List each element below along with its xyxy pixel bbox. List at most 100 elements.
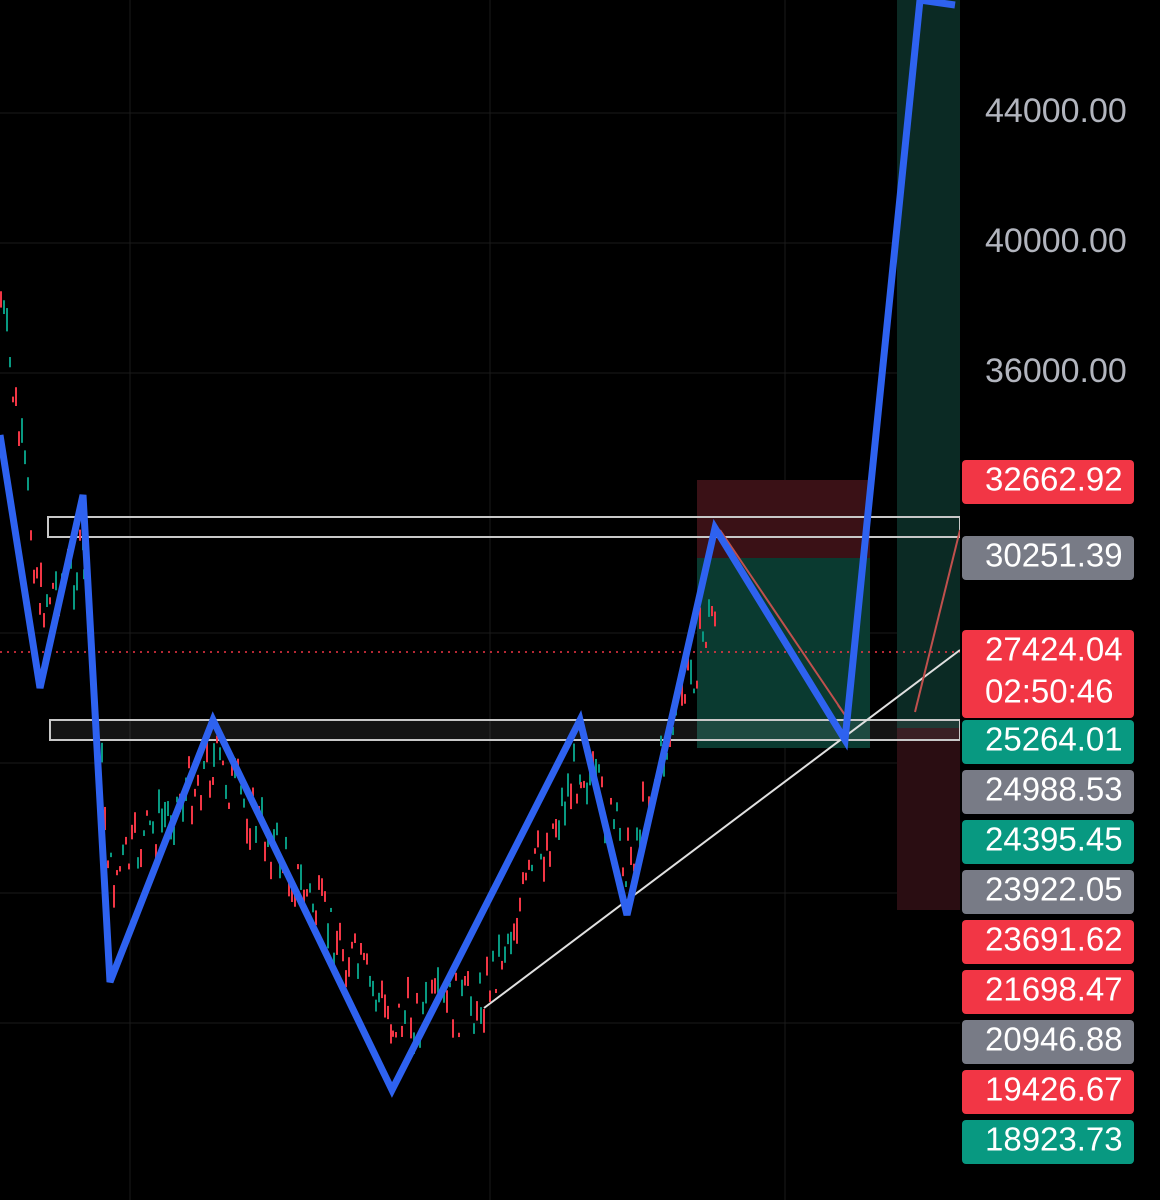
candle (113, 885, 115, 908)
support-zone (49, 719, 961, 741)
candle (243, 798, 245, 808)
candle (125, 836, 127, 845)
candle (318, 875, 320, 890)
candle (366, 953, 368, 965)
candle (336, 930, 338, 955)
candle (176, 796, 178, 803)
wave-path (0, 0, 956, 1098)
candle (110, 852, 112, 858)
candle (666, 752, 668, 760)
price-axis-label: 36000.00 (985, 352, 1127, 390)
price-tag-label: 30251.39 (985, 537, 1123, 574)
candle (30, 530, 32, 541)
candle (636, 827, 638, 841)
candle (540, 853, 542, 860)
candle (387, 1005, 389, 1020)
candle (297, 864, 299, 870)
candle (342, 949, 344, 962)
candle (40, 562, 42, 587)
price-axis-label: 40000.00 (985, 222, 1127, 260)
price-tag (962, 920, 1134, 964)
candle (633, 863, 635, 872)
stop-zone (897, 728, 960, 910)
candle (213, 743, 215, 767)
candle (46, 594, 48, 608)
candle (146, 810, 148, 816)
candle (264, 841, 266, 862)
candle (684, 694, 686, 704)
candle (479, 972, 481, 984)
candle (149, 820, 151, 826)
candle (513, 923, 515, 941)
candle (324, 891, 326, 902)
candle (480, 1007, 482, 1024)
candle (561, 787, 563, 807)
candle (458, 1032, 460, 1038)
candle (240, 785, 242, 795)
candle (528, 859, 530, 870)
candle (228, 802, 230, 809)
candle (401, 1025, 403, 1037)
candle (197, 774, 199, 786)
candle (583, 780, 585, 788)
candle (0, 291, 2, 308)
candle (558, 820, 560, 840)
candle (627, 827, 629, 841)
candle (416, 992, 418, 1004)
candle (384, 994, 386, 1018)
candle (516, 917, 518, 944)
candle (672, 727, 674, 736)
price-tag (962, 720, 1134, 764)
candle (437, 967, 439, 993)
candle (537, 830, 539, 848)
candle (455, 972, 457, 981)
candle (315, 910, 317, 926)
candle (407, 976, 409, 999)
candle (309, 883, 311, 893)
candle (642, 781, 644, 802)
target-zone (697, 558, 870, 748)
candle (446, 990, 448, 1013)
candle (3, 300, 5, 315)
candle (498, 934, 500, 957)
candle (687, 655, 689, 671)
candle (449, 982, 451, 988)
price-tag-label: 24988.53 (985, 771, 1123, 808)
price-tag-label: 21698.47 (985, 971, 1123, 1008)
candle (483, 1009, 485, 1033)
price-tag-label: 24395.45 (985, 821, 1123, 858)
candle (639, 829, 641, 852)
candle (140, 849, 142, 868)
candle (339, 922, 341, 941)
candle (610, 797, 612, 805)
candle (630, 846, 632, 865)
candle (586, 782, 588, 805)
candle (191, 805, 193, 825)
candle (279, 862, 281, 879)
candle (203, 760, 205, 770)
candle (76, 572, 78, 591)
candle (519, 897, 521, 912)
candle (699, 607, 701, 629)
candle (486, 956, 488, 976)
candle (555, 819, 557, 838)
candle (15, 387, 17, 406)
candle (495, 988, 497, 994)
candle (303, 889, 305, 906)
price-tag (962, 1120, 1134, 1164)
candle (261, 797, 263, 822)
candle (381, 980, 383, 999)
candle (431, 979, 433, 994)
candle (104, 806, 106, 831)
candle (598, 764, 600, 773)
candle (576, 793, 578, 804)
candle (625, 881, 627, 888)
candle (300, 864, 302, 890)
candle (696, 680, 698, 689)
candle (546, 832, 548, 851)
candle (357, 963, 359, 979)
candle (255, 825, 257, 843)
candle (702, 631, 704, 642)
candle (543, 856, 545, 882)
